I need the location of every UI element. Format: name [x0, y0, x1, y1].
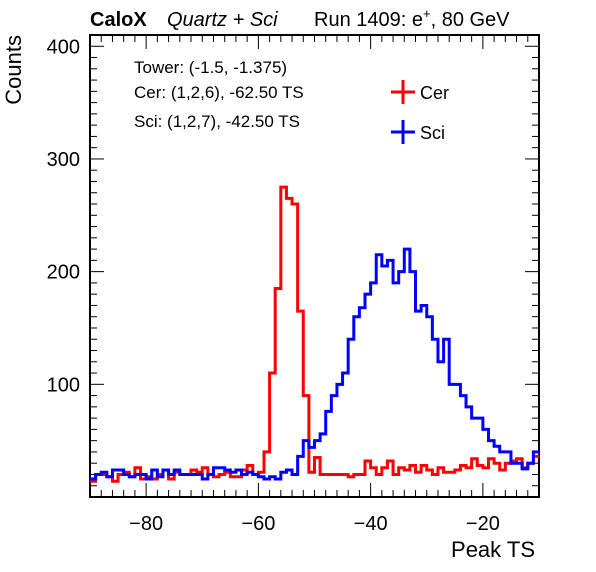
- x-tick-label: −40: [354, 513, 388, 535]
- y-tick-label: 300: [47, 149, 80, 171]
- x-axis-title: Peak TS: [451, 537, 535, 562]
- info-tower: Tower: (-1.5, -1.375): [134, 58, 287, 77]
- header-config: Quartz + Sci: [167, 9, 278, 31]
- plot-frame: [89, 34, 540, 498]
- series-layer: [90, 185, 539, 483]
- header-run-sup: +: [423, 6, 431, 21]
- y-tick-label: 200: [47, 262, 80, 284]
- series-sci-line: [90, 247, 539, 481]
- header-run-suffix: , 80 GeV: [431, 9, 511, 31]
- legend-sci-label: Sci: [420, 123, 445, 143]
- info-cer: Cer: (1,2,6), -62.50 TS: [134, 83, 304, 102]
- y-tick-label: 400: [47, 36, 80, 58]
- y-tick-label: 100: [47, 374, 80, 396]
- header-collab: CaloX: [90, 9, 147, 31]
- y-axis-title: Counts: [1, 35, 26, 105]
- x-tick-label: −60: [241, 513, 275, 535]
- series-cer-line: [90, 185, 539, 483]
- x-tick-label: −80: [129, 513, 163, 535]
- x-tick-label: −20: [466, 513, 500, 535]
- legend-cer-label: Cer: [420, 83, 449, 103]
- axis-ticks: −80 −60 −40 −20 100 200 300 400: [47, 35, 539, 535]
- info-sci: Sci: (1,2,7), -42.50 TS: [134, 112, 300, 131]
- header-run-prefix: Run 1409: e: [314, 9, 423, 31]
- header-run: Run 1409: e+, 80 GeV: [314, 6, 510, 31]
- legend: Cer Sci: [391, 80, 449, 144]
